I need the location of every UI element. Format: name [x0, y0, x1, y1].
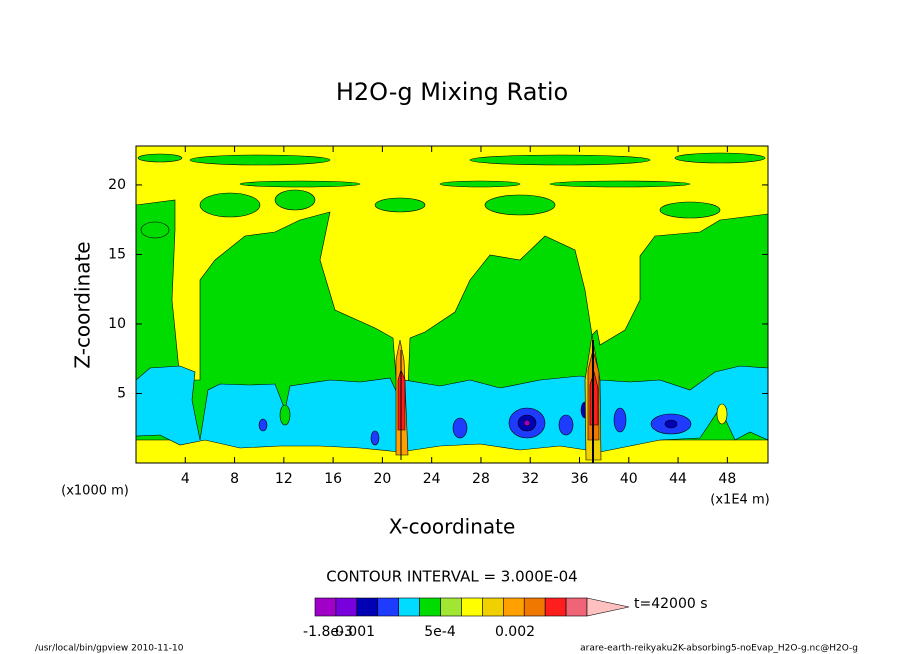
colorbar-triangle [586, 597, 630, 617]
contour-region [469, 154, 651, 166]
x-tick-label: 12 [275, 471, 293, 487]
x-tick-label: 36 [571, 471, 589, 487]
colorbar-box [398, 597, 420, 617]
colorbar-box [335, 597, 358, 617]
contour-interval: CONTOUR INTERVAL = 3.000E-04 [326, 568, 577, 586]
colorbar-label: 5e-4 [424, 624, 456, 640]
contour-region [523, 419, 531, 427]
x-axis-label: X-coordinate [389, 515, 516, 539]
contour-region [374, 197, 426, 213]
contour-region [274, 189, 316, 211]
contour-region [716, 403, 728, 425]
y-tick-label: 15 [108, 246, 126, 262]
colorbar-label: -1.8e-3 [303, 624, 353, 640]
contour-region [659, 201, 721, 219]
y-tick-label: 20 [108, 177, 126, 193]
contour-region [558, 414, 574, 436]
x-unit-right: (x1E4 m) [710, 493, 769, 508]
x-tick-label: 16 [324, 471, 342, 487]
colorbar-box [440, 597, 462, 617]
y-tick-label: 5 [117, 385, 126, 401]
contour-region [613, 407, 627, 433]
contour-region [137, 153, 183, 163]
contour-region [452, 417, 468, 439]
contour-region [370, 430, 380, 446]
contour-region [439, 180, 521, 188]
colorbar-box [544, 597, 567, 617]
colorbar-box [482, 597, 504, 617]
colorbar-label: 0.002 [495, 624, 535, 640]
contour-region [279, 404, 291, 426]
contour-region [549, 180, 691, 188]
contour-region [199, 192, 261, 218]
x-tick-label: 28 [472, 471, 490, 487]
y-axis-label: Z-coordinate [71, 241, 95, 368]
colorbar-box [356, 597, 379, 617]
contour-field [135, 146, 769, 463]
x-tick-label: 4 [181, 471, 190, 487]
contour-region [674, 152, 766, 164]
contour-region [140, 221, 170, 239]
colorbar-box [565, 597, 588, 617]
colorbar-box [377, 597, 399, 617]
colorbar-box [523, 597, 546, 617]
contour-region [135, 365, 769, 453]
chart-title: H2O-g Mixing Ratio [336, 78, 568, 106]
colorbar-label: 0.001 [335, 624, 375, 640]
x-tick-label: 20 [373, 471, 391, 487]
x-tick-label: 44 [669, 471, 687, 487]
contour-region [664, 419, 678, 429]
x-tick-label: 24 [423, 471, 441, 487]
contour-region [189, 154, 331, 166]
x-tick-label: 8 [230, 471, 239, 487]
colorbar-box [503, 597, 525, 617]
contour-region [239, 180, 361, 188]
contour-region [258, 418, 268, 432]
y-tick-label: 10 [108, 316, 126, 332]
footer-right: arare-earth-reikyaku2K-absorbing5-noEvap… [580, 644, 858, 654]
footer-left: /usr/local/bin/gpview 2010-11-10 [35, 644, 184, 654]
contour-region [135, 199, 769, 441]
x-tick-label: 40 [620, 471, 638, 487]
x-tick-label: 48 [718, 471, 736, 487]
colorbar-box [314, 597, 337, 617]
plot-frame [135, 145, 769, 464]
colorbar-box [461, 597, 483, 617]
contour-region [484, 194, 556, 216]
time-label: t=42000 s [634, 596, 708, 612]
x-tick-label: 32 [521, 471, 539, 487]
x-unit-left: (x1000 m) [61, 484, 129, 499]
colorbar-box [419, 597, 441, 617]
